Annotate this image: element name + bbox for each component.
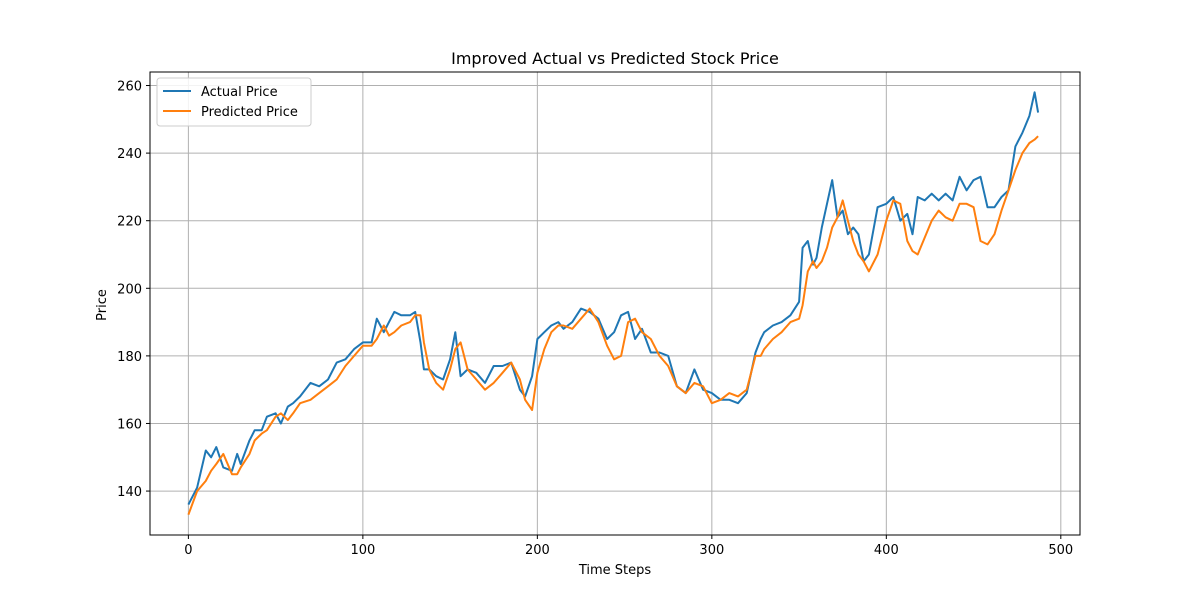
y-axis-ticks: 140 160 180 200 220 240 260 bbox=[117, 80, 150, 500]
x-tick-label: 100 bbox=[350, 543, 375, 558]
series-line-actual-price bbox=[187, 91, 1040, 506]
series-line-predicted-price bbox=[187, 135, 1039, 516]
y-tick-label: 140 bbox=[117, 485, 142, 500]
y-tick-label: 200 bbox=[117, 282, 142, 297]
x-axis-label: Time Steps bbox=[578, 563, 652, 578]
y-tick-label: 260 bbox=[117, 80, 142, 95]
x-axis-ticks: 0 100 200 300 400 500 bbox=[184, 535, 1073, 558]
y-tick-label: 180 bbox=[117, 350, 142, 365]
legend-box bbox=[156, 77, 312, 127]
y-tick-label: 240 bbox=[117, 147, 142, 162]
series-lines bbox=[187, 91, 1040, 516]
y-axis-label: Price bbox=[95, 289, 110, 321]
legend-label-actual: Actual Price bbox=[201, 85, 278, 100]
y-tick-label: 220 bbox=[117, 215, 142, 230]
legend-label-predicted: Predicted Price bbox=[201, 105, 298, 120]
legend: Actual Price Predicted Price bbox=[156, 77, 312, 127]
x-tick-label: 300 bbox=[699, 543, 724, 558]
x-tick-label: 400 bbox=[874, 543, 899, 558]
x-tick-label: 500 bbox=[1048, 543, 1073, 558]
grid-lines bbox=[150, 72, 1080, 535]
y-tick-label: 160 bbox=[117, 417, 142, 432]
plot-frame bbox=[149, 71, 1081, 536]
x-tick-label: 0 bbox=[184, 543, 192, 558]
chart-title: Improved Actual vs Predicted Stock Price bbox=[451, 49, 779, 68]
x-tick-label: 200 bbox=[525, 543, 550, 558]
